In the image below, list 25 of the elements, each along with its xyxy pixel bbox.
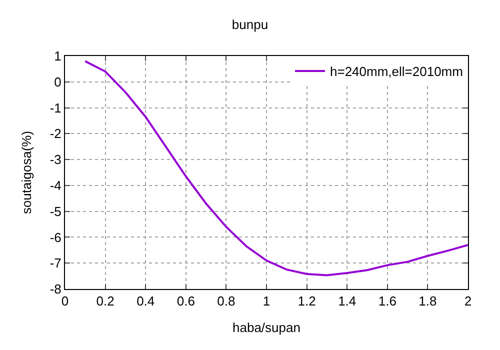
y-tick-label: 0 <box>54 74 62 90</box>
y-tick-label: -4 <box>50 178 62 193</box>
x-tick-label: 0.6 <box>176 294 195 309</box>
x-tick-label: 1 <box>262 294 270 309</box>
y-tick-label: -7 <box>50 256 62 271</box>
x-tick-label: 0.2 <box>96 294 114 309</box>
y-tick-label: 1 <box>54 48 62 64</box>
x-tick-label: 2 <box>464 294 472 309</box>
x-tick-label: 0.4 <box>136 294 155 309</box>
y-tick-label: -5 <box>50 204 62 219</box>
chart-title: bunpu <box>232 17 268 32</box>
x-axis-title: haba/supan <box>232 320 300 336</box>
y-tick-label: -2 <box>50 126 62 142</box>
y-axis-title: soutaigosa(%) <box>18 130 34 214</box>
line-series <box>84 60 468 276</box>
x-tick-label: 1.8 <box>418 294 437 309</box>
legend-label: h=240mm,ell=2010mm <box>330 64 463 80</box>
y-tick-label: -6 <box>50 230 62 245</box>
y-tick-label: -8 <box>50 282 62 297</box>
x-tick-label: 1.4 <box>338 294 356 309</box>
x-tick-label: 0.8 <box>217 294 236 309</box>
x-tick-label: 1.2 <box>298 294 316 309</box>
y-tick-label: -1 <box>50 100 62 116</box>
y-tick-label: -3 <box>50 152 62 168</box>
x-tick-label: 1.6 <box>378 294 396 309</box>
